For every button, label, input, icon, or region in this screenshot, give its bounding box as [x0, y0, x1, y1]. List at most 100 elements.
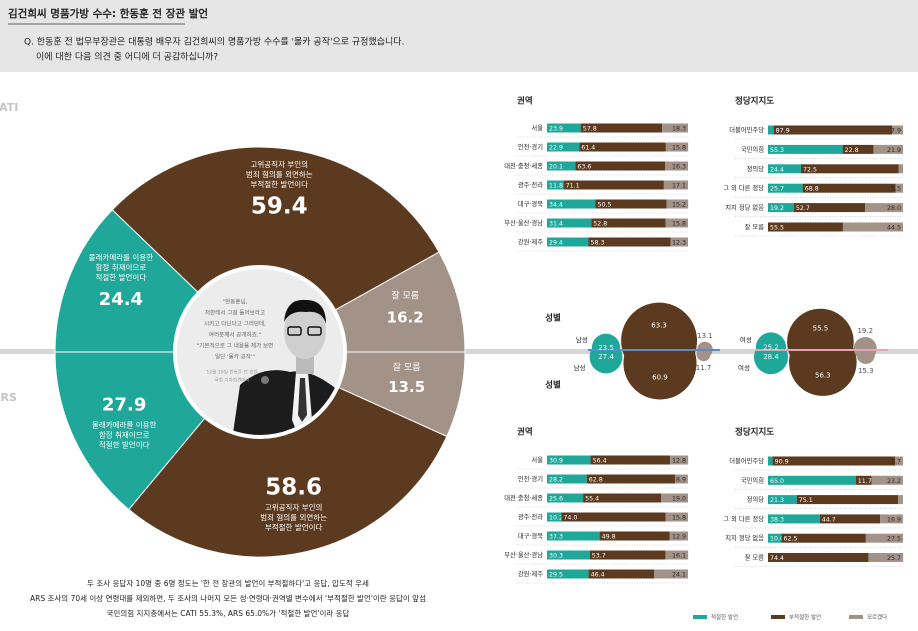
footer-line: ARS 조사의 70세 이상 연령대를 제외하면, 두 조사의 나머지 모든 성…: [30, 593, 426, 603]
bar-segment: [768, 475, 856, 485]
bar-segment: [768, 144, 843, 154]
value-label: 55.5: [813, 325, 829, 333]
bar-segment: [591, 218, 666, 228]
bubble: [621, 302, 698, 379]
question-line: Q. 한동훈 전 법무부장관은 대통령 배우자 김건희씨의 명품가방 수수를 '…: [24, 36, 404, 48]
value-label: 8.9: [676, 477, 686, 484]
segment-label: 함정 취재이므로: [99, 430, 150, 440]
bar-segment: [547, 142, 580, 152]
row-label: 지지 정당 없음: [725, 533, 764, 542]
bar-segment: [665, 550, 689, 560]
bar-segment: [665, 218, 688, 228]
value-label: 23.2: [887, 478, 901, 485]
value-label: 71.1: [566, 183, 580, 190]
value-label: 19.0: [672, 496, 686, 503]
row-label: 부산·울산·경남: [504, 218, 543, 227]
segment-value: 13.5: [388, 378, 425, 396]
value-label: 44.7: [822, 516, 836, 523]
bar-segment: [589, 550, 666, 560]
value-label: 65.0: [770, 478, 784, 485]
bubble: [853, 337, 877, 361]
panel-title: 정당지지도: [735, 427, 774, 438]
value-label: 56.3: [815, 372, 831, 380]
bubble: [591, 333, 621, 362]
group-label: 여성: [740, 335, 752, 344]
bar-segment: [772, 456, 896, 466]
value-label: 15.2: [672, 202, 686, 209]
row-label: 대구·경북: [518, 199, 543, 208]
value-label: 53.7: [592, 553, 606, 560]
value-label: 11.7: [858, 478, 872, 485]
bar-segment: [579, 142, 666, 152]
survey-label: CATI: [0, 101, 18, 114]
value-label: 15.8: [672, 145, 686, 152]
bubble: [755, 332, 787, 363]
value-label: 49.8: [602, 534, 616, 541]
bar-segment: [675, 474, 688, 484]
panel-title: 권역: [517, 96, 533, 107]
bar-segment: [586, 474, 676, 484]
value-label: 57.8: [583, 126, 597, 133]
value-label: 50.5: [598, 202, 612, 209]
bar-segment: [561, 512, 666, 522]
header-band: [0, 0, 918, 72]
value-label: 5.7: [891, 459, 901, 466]
bar-segment: [563, 180, 664, 190]
value-label: 11.7: [696, 364, 712, 372]
value-label: 25.7: [887, 555, 901, 562]
value-label: 38.3: [770, 516, 784, 523]
bar-segment: [781, 533, 866, 543]
bar-segment: [547, 455, 591, 465]
panel-title: 정당지지도: [735, 96, 774, 107]
segment-label: 적절한 발언이다: [99, 440, 150, 450]
bar-segment: [892, 125, 903, 135]
value-label: 22.8: [845, 147, 859, 154]
value-label: 22.9: [549, 145, 563, 152]
value-label: 19.2: [857, 327, 873, 335]
segment-value: 27.9: [102, 395, 146, 416]
bar-segment: [595, 199, 667, 209]
bar-segment: [796, 495, 899, 505]
value-label: 10.0: [770, 536, 784, 543]
value-label: 25.6: [549, 496, 563, 503]
bar-segment: [855, 475, 872, 485]
group-label: 여성: [738, 363, 750, 372]
bar-segment: [842, 222, 903, 232]
bar-segment: [768, 495, 797, 505]
value-label: 34.4: [549, 202, 563, 209]
bar-segment: [547, 218, 592, 228]
segment-value: 58.6: [265, 475, 322, 501]
row-label: 국민의힘: [741, 475, 764, 484]
row-label: 광주·전라: [518, 512, 543, 521]
bar-segment: [793, 203, 866, 213]
bar-segment: [768, 203, 794, 213]
value-label: 37.3: [549, 534, 563, 541]
quote-line: 일단 '몰카 공작'": [215, 353, 256, 361]
value-label: 55.5: [770, 225, 784, 232]
bar-segment: [599, 531, 670, 541]
bar-segment: [666, 199, 689, 209]
value-label: 24.1: [672, 572, 686, 579]
bar-segment: [590, 455, 671, 465]
legend-swatch: [693, 615, 707, 619]
segment-label: 범죄 혐의를 외면하는: [260, 512, 327, 522]
bar-segment: [819, 514, 881, 524]
panel-title: 권역: [517, 427, 533, 438]
value-label: 62.8: [589, 477, 603, 484]
value-label: 12.3: [672, 240, 686, 247]
value-label: 15.8: [672, 221, 686, 228]
row-label: 더불어민주당: [729, 125, 764, 134]
bar-segment: [588, 569, 655, 579]
row-label: 강원·제주: [518, 237, 543, 246]
bar-segment: [768, 183, 803, 193]
row-label: 잘 모름: [745, 554, 765, 562]
row-label: 그 외 다른 정당: [723, 514, 764, 523]
value-label: 16.9: [887, 516, 901, 523]
segment-label: 몰래카메라를 이용한: [89, 252, 154, 262]
bar-segment: [873, 144, 903, 154]
bar-segment: [768, 553, 869, 562]
value-label: 15.3: [858, 367, 874, 375]
value-label: 72.5: [803, 166, 817, 173]
